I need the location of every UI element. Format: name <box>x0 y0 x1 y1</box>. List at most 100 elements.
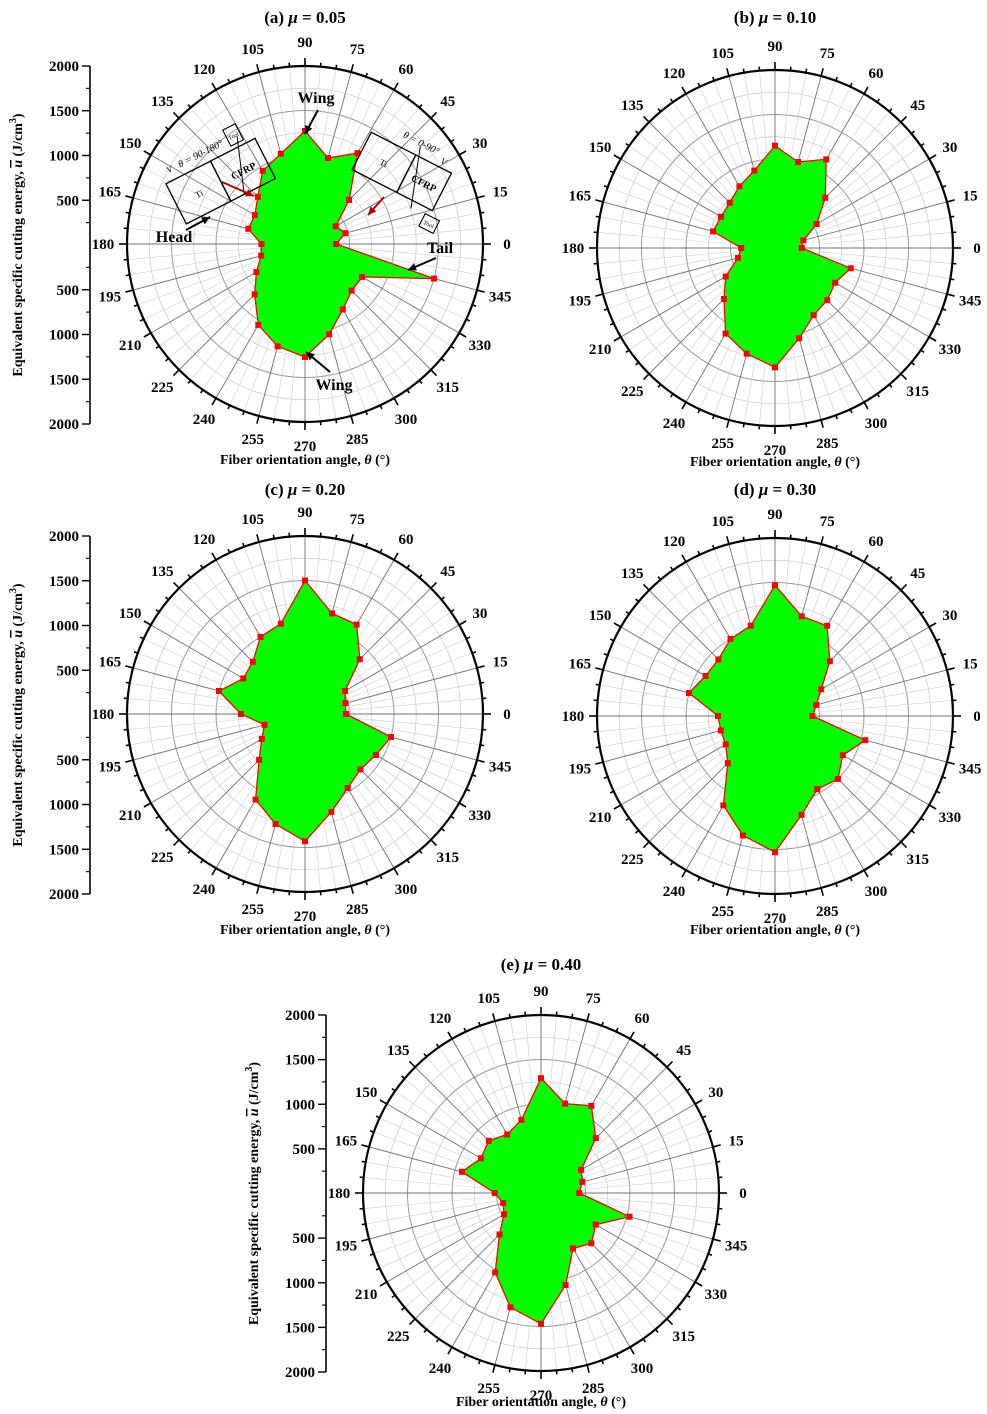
radar-chart-d: (d) μ = 0.30 0 15 30 45 60 75 90 105 120 135 150 165… <box>562 480 982 938</box>
angle-tick <box>849 82 853 88</box>
angle-tick <box>393 867 399 876</box>
angle-tick <box>139 166 145 170</box>
angle-label-345: 345 <box>959 761 982 777</box>
angle-tick <box>361 1223 366 1226</box>
angle-label-270: 270 <box>764 443 787 459</box>
angle-tick <box>849 876 853 882</box>
data-point-30 <box>818 686 825 693</box>
angle-tick <box>165 357 170 362</box>
data-point-195 <box>261 721 268 728</box>
angle-tick <box>920 610 925 615</box>
angle-tick <box>876 566 881 571</box>
radial-tick-label-500: 500 <box>57 753 80 769</box>
angle-tick <box>242 880 245 886</box>
grid-spoke-minor <box>566 1229 644 1339</box>
angle-tick <box>928 336 937 342</box>
angle-label-315: 315 <box>907 852 930 868</box>
grid-spoke-minor <box>349 228 483 241</box>
angle-tick <box>492 1013 496 1022</box>
data-point-270 <box>538 1320 544 1327</box>
angle-tick <box>379 78 383 84</box>
angle-tick <box>805 68 808 73</box>
angle-tick <box>625 610 630 615</box>
grid-spoke-minor <box>577 1218 687 1296</box>
angle-tick <box>476 195 485 199</box>
angle-tick <box>256 534 260 543</box>
angle-tick <box>242 542 245 548</box>
data-point-195 <box>258 252 265 259</box>
arrow-head <box>305 125 313 134</box>
radial-tick-label-1500: 1500 <box>49 372 79 388</box>
grid-spoke-minor <box>348 682 481 707</box>
angle-tick <box>669 861 674 866</box>
angle-tick <box>393 82 399 91</box>
angle-label-0: 0 <box>973 709 981 725</box>
data-point-240 <box>722 330 729 337</box>
angle-label-75: 75 <box>350 512 365 528</box>
angle-tick <box>480 744 485 747</box>
angle-tick <box>227 874 231 880</box>
data-point-315 <box>824 297 831 304</box>
grid-spoke-minor <box>638 744 742 831</box>
angle-tick <box>139 636 145 640</box>
angle-tick <box>950 683 955 686</box>
x-axis-label: Fiber orientation angle, θ (°) <box>690 455 860 470</box>
arrow-head <box>368 206 377 215</box>
angle-tick <box>666 1060 674 1068</box>
angle-label-165: 165 <box>99 655 122 671</box>
angle-tick <box>401 1306 406 1311</box>
angle-tick <box>450 138 455 143</box>
angle-label-210: 210 <box>589 810 612 826</box>
angle-label-165: 165 <box>569 189 592 205</box>
data-point-270 <box>302 354 308 360</box>
x-axis-label: Fiber orientation angle, θ (°) <box>690 923 860 938</box>
data-point-345 <box>862 737 869 744</box>
angle-tick <box>465 318 471 322</box>
data-point-180 <box>715 713 721 719</box>
angle-tick <box>211 82 217 91</box>
angle-label-150: 150 <box>589 140 612 156</box>
data-point-30 <box>578 1166 585 1173</box>
data-point-180 <box>491 1190 498 1196</box>
angle-label-120: 120 <box>193 532 216 548</box>
angle-label-240: 240 <box>663 884 686 900</box>
grid-spoke-minor <box>365 1161 498 1186</box>
grid-spoke-minor <box>395 1218 505 1296</box>
angle-label-15: 15 <box>729 1134 744 1150</box>
grid-spoke-minor <box>338 599 442 686</box>
angle-label-195: 195 <box>99 759 122 775</box>
radial-tick-label-2000: 2000 <box>49 59 79 75</box>
data-point-240 <box>720 802 727 809</box>
angle-tick <box>430 839 438 847</box>
angle-label-270: 270 <box>764 911 787 927</box>
angle-label-90: 90 <box>768 39 783 55</box>
data-point-240 <box>252 796 259 803</box>
angle-label-255: 255 <box>711 436 734 452</box>
data-point-60 <box>824 622 831 629</box>
angle-tick <box>155 608 160 613</box>
grid-spoke-minor <box>143 732 265 790</box>
angle-label-315: 315 <box>437 380 460 396</box>
angle-tick <box>458 620 467 626</box>
angle-tick <box>669 393 674 398</box>
angle-tick <box>423 1328 428 1333</box>
angle-label-60: 60 <box>399 532 414 548</box>
angle-tick <box>876 98 881 103</box>
data-point-315 <box>357 766 364 773</box>
angle-tick <box>125 744 130 747</box>
angle-tick <box>187 849 192 854</box>
angle-label-0: 0 <box>503 237 511 253</box>
angle-tick <box>571 1368 574 1373</box>
angle-tick <box>595 667 604 671</box>
title-mu-symbol: μ <box>287 480 297 499</box>
inset-right-formula: θ = 0-90° <box>401 130 441 158</box>
angle-tick <box>375 1267 381 1271</box>
angle-label-135: 135 <box>621 566 644 582</box>
angle-tick <box>946 761 955 765</box>
angle-tick <box>492 1364 496 1373</box>
grid-spoke-minor <box>348 721 481 746</box>
grid-spoke-minor <box>607 186 734 234</box>
grid-spoke-minor <box>341 611 451 689</box>
angle-label-105: 105 <box>241 512 264 528</box>
